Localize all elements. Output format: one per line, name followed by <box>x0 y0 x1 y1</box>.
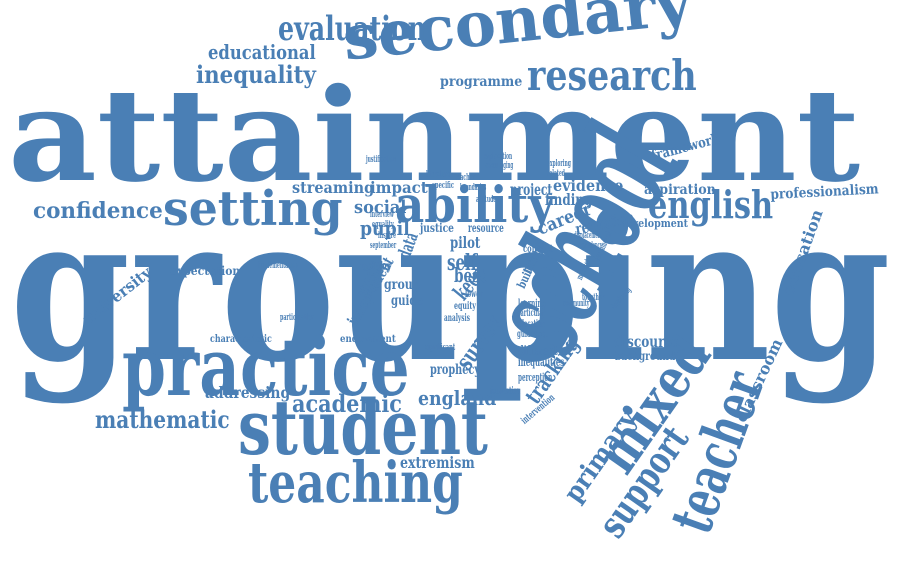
word-project: project <box>510 180 553 199</box>
word-resource: resource <box>468 221 504 235</box>
word-confidence: confidence <box>33 198 163 224</box>
word-programme: programme <box>440 74 523 90</box>
word-pupil: pupil <box>360 216 410 240</box>
word-prophecy: prophecy <box>430 362 481 378</box>
word-policy: policy <box>360 259 392 273</box>
word-interview: interview <box>370 210 394 220</box>
word-impact: impact <box>370 178 428 197</box>
word-endowment: endowment <box>340 334 396 345</box>
word-boundaries: boundaries <box>460 183 487 193</box>
word-background: background <box>615 349 676 363</box>
word-specific: specific <box>432 181 455 191</box>
word-exploring: exploring <box>547 159 571 169</box>
word-best: best <box>454 263 487 287</box>
word-extremism: extremism <box>400 453 475 472</box>
word-academic: academic <box>292 389 402 418</box>
word-encouraging: encouraging <box>485 161 514 171</box>
word-allocation: allocation <box>517 319 545 330</box>
word-group: group <box>384 277 421 293</box>
word-guide: guide <box>391 293 423 309</box>
word-concept: concept <box>523 244 554 255</box>
word-streaming: streaming <box>292 178 375 197</box>
word-teaching: teaching <box>248 450 463 516</box>
word-literature: literature <box>426 170 451 180</box>
word-ability: ability <box>395 175 555 234</box>
word-educational: educational <box>208 40 316 64</box>
word-higher: higher <box>371 261 392 272</box>
word-evidence: evidence <box>553 176 624 195</box>
word-social: social <box>354 197 407 218</box>
word-finding: finding <box>545 190 593 209</box>
word-england: england <box>418 386 497 410</box>
word-justice: justice <box>420 221 454 235</box>
word-inequalities: inequalities <box>518 355 565 369</box>
word-perception: perception <box>518 371 553 384</box>
word-research: research <box>527 51 697 100</box>
word-foundation: foundation <box>490 386 521 397</box>
word-grouping: grouping <box>10 172 891 407</box>
word-significant: significant <box>425 343 456 353</box>
word-attitude: attitude <box>476 195 497 205</box>
word-equality: equality <box>372 220 394 230</box>
word-teacher2: teacher <box>455 173 476 183</box>
word-mathematic: mathematic <box>95 405 230 434</box>
word-development: development <box>620 217 689 230</box>
word-community: community <box>563 299 590 309</box>
word-student: student <box>238 383 488 472</box>
word-expectation: expectation <box>170 264 241 278</box>
word-english: english <box>648 182 774 227</box>
word-explanation: explanation <box>484 152 513 162</box>
word-participation: participation <box>280 313 315 323</box>
word-together: together <box>582 293 605 303</box>
word-inspire: inspire <box>378 231 397 241</box>
word-equity: equity <box>454 301 476 312</box>
word-dependency: dependency <box>578 241 602 251</box>
word-discourse: discourse <box>614 332 679 351</box>
word-different: different <box>518 344 558 359</box>
word-guidance: guidance <box>517 329 546 340</box>
word-lower: lower <box>465 289 483 300</box>
word-addressing: addressing <box>205 383 291 402</box>
word-attainment: attainment <box>8 61 861 211</box>
word-evaluation: evaluation <box>278 9 427 49</box>
word-analysis: analysis <box>444 313 470 324</box>
word-self: self <box>447 250 478 276</box>
word-displacement: displacement <box>574 231 603 241</box>
word-related: related <box>547 169 565 179</box>
word-particular: particular <box>517 308 546 319</box>
word-characteristic: characteristic <box>210 334 272 345</box>
word-practice: practice <box>122 320 410 414</box>
word-pilot: pilot <box>450 233 481 252</box>
word-implementation: implementation <box>258 261 299 271</box>
word-aspiration: aspiration <box>644 182 716 198</box>
word-inequality: inequality <box>196 60 316 89</box>
word-september: september <box>370 241 397 251</box>
word-justification: justification <box>366 155 397 165</box>
word-setting: setting <box>163 181 343 237</box>
word-learning: learning <box>518 297 546 310</box>
